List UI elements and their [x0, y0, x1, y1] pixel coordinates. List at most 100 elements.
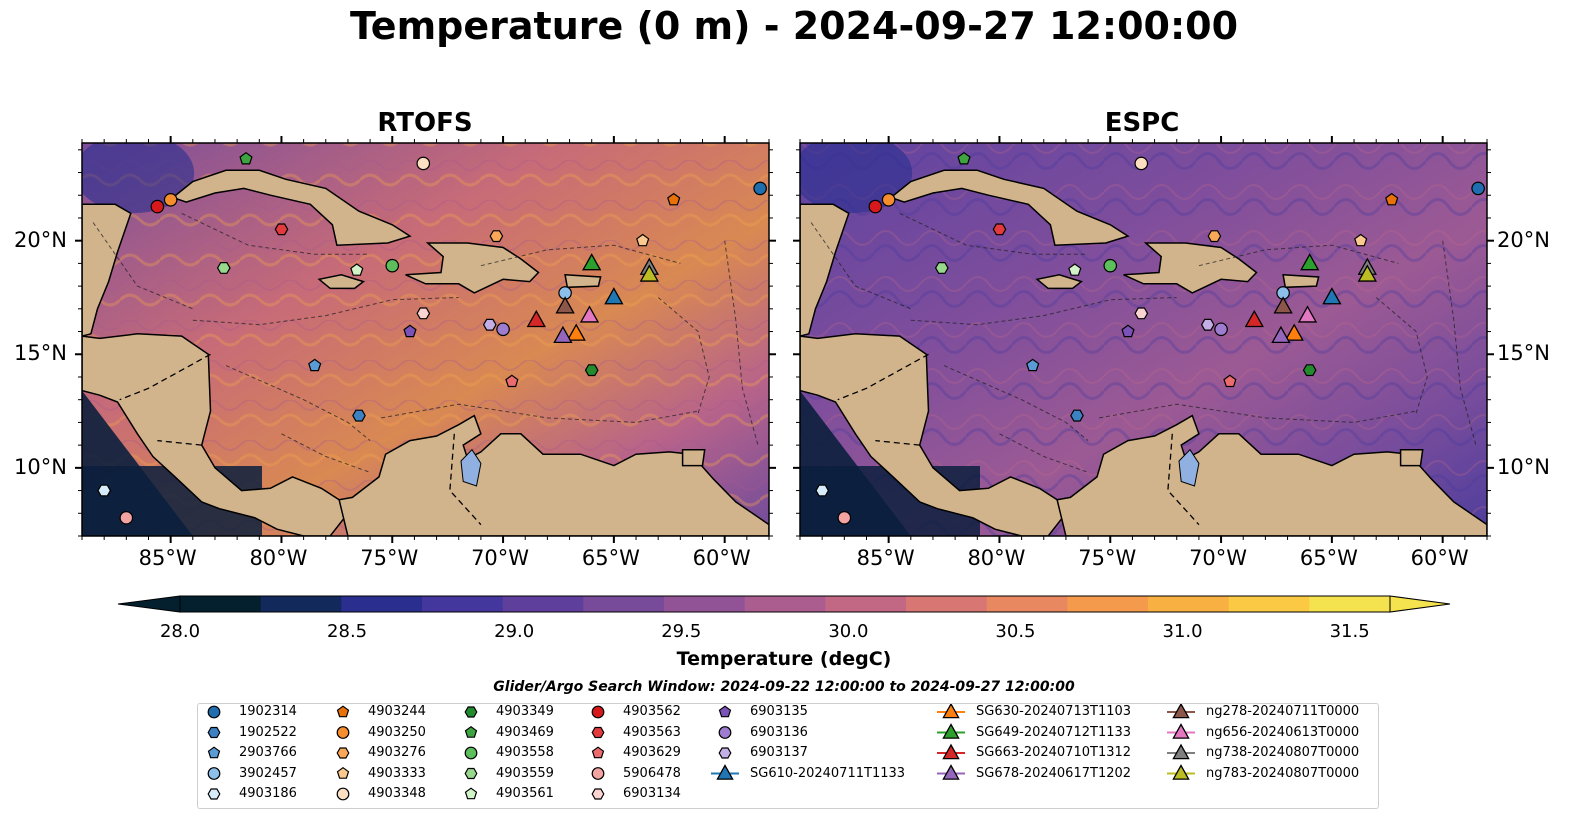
legend-marker-6903134	[591, 788, 605, 800]
panel-title-rtofs: RTOFS	[377, 108, 473, 138]
lat-tick-label-left: 10°N	[14, 454, 67, 479]
glider-marker-ng656-20240613T0000[interactable]	[579, 305, 600, 323]
glider-marker-ng656-20240613T0000[interactable]	[1297, 305, 1318, 323]
glider-marker-SG663-20240710T1312[interactable]	[526, 309, 546, 328]
argo-marker-6903136[interactable]	[1214, 322, 1228, 337]
lat-tick-label-left: 15°N	[14, 341, 67, 366]
glider-marker-SG678-20240617T1202[interactable]	[553, 325, 573, 344]
colorbar-swatch	[1148, 596, 1230, 612]
argo-marker-4903348[interactable]	[1134, 156, 1149, 171]
argo-marker-6903137[interactable]	[1200, 318, 1215, 331]
map-espc[interactable]	[792, 133, 1494, 543]
argo-marker-4903562[interactable]	[150, 199, 165, 214]
argo-marker-4903558[interactable]	[385, 258, 400, 273]
argo-marker-6903137[interactable]	[482, 318, 497, 331]
glider-marker-SG663-20240710T1312[interactable]	[1244, 309, 1264, 328]
glider-marker-SG610-20240711T1133[interactable]	[604, 287, 624, 305]
glider-marker-SG678-20240617T1202[interactable]	[1271, 325, 1291, 344]
glider-marker-SG610-20240711T1133[interactable]	[1322, 287, 1342, 305]
legend-label: SG663-20240710T1312	[976, 745, 1132, 760]
colorbar-swatch	[180, 596, 262, 612]
colorbar-tick-label: 29.0	[494, 621, 535, 642]
lat-tick-label-left: 20°N	[14, 227, 67, 252]
legend-label: 4903244	[368, 704, 426, 719]
argo-marker-4903250[interactable]	[163, 192, 178, 207]
legend-label: 4903562	[623, 704, 681, 719]
legend-label: ng656-20240613T0000	[1206, 724, 1360, 740]
argo-marker-4903629[interactable]	[1223, 374, 1237, 388]
argo-marker-5906478[interactable]	[837, 511, 852, 525]
colorbar-swatch	[1228, 596, 1310, 612]
lon-tick-label: 75°W	[360, 546, 419, 570]
glider-marker-SG649-20240712T1133[interactable]	[1300, 253, 1320, 271]
argo-marker-4903333[interactable]	[1354, 233, 1368, 247]
lon-tick-label: 70°W	[1189, 546, 1248, 570]
legend: 1902314 1902522 2903766 3902457 4903186 49032…	[197, 703, 1379, 809]
legend-marker-4903562	[591, 705, 605, 719]
argo-marker-6903135[interactable]	[403, 324, 417, 338]
colorbar-swatch	[502, 596, 584, 612]
argo-marker-6903136[interactable]	[496, 322, 510, 337]
legend-marker-4903629	[591, 746, 605, 759]
argo-marker-4903244[interactable]	[667, 192, 681, 206]
argo-marker-1902314[interactable]	[1471, 181, 1485, 196]
glider-marker-SG630-20240713T1103[interactable]	[1284, 323, 1304, 341]
argo-marker-4903629[interactable]	[505, 374, 519, 388]
argo-marker-1902522[interactable]	[1070, 409, 1084, 422]
argo-marker-4903559[interactable]	[216, 262, 231, 274]
argo-marker-6903134[interactable]	[416, 307, 431, 320]
argo-marker-4903186[interactable]	[97, 484, 112, 497]
argo-marker-6903135[interactable]	[1121, 324, 1135, 338]
legend-marker-4903250	[336, 726, 350, 739]
argo-marker-1902522[interactable]	[352, 409, 366, 422]
argo-marker-4903186[interactable]	[815, 484, 830, 497]
argo-marker-4903562[interactable]	[868, 199, 883, 214]
argo-marker-4903469[interactable]	[957, 151, 971, 165]
argo-marker-4903276[interactable]	[1207, 230, 1222, 243]
colorbar	[117, 595, 1451, 613]
glider-marker-SG630-20240713T1103[interactable]	[566, 323, 586, 341]
panel-title-espc: ESPC	[1104, 108, 1180, 138]
legend-label: 4903333	[368, 765, 426, 781]
legend-marker-5906478	[591, 767, 605, 780]
argo-marker-4903348[interactable]	[416, 156, 431, 171]
argo-marker-4903561[interactable]	[350, 263, 364, 276]
map-rtofs[interactable]	[74, 133, 776, 543]
glider-marker-SG649-20240712T1133[interactable]	[582, 253, 602, 271]
argo-marker-4903333[interactable]	[636, 233, 650, 247]
lon-tick-label: 60°W	[692, 546, 751, 570]
argo-marker-4903559[interactable]	[934, 262, 949, 274]
legend-label: 4903559	[496, 765, 554, 781]
argo-marker-4903276[interactable]	[489, 230, 504, 243]
glider-marker-ng783-20240807T0000[interactable]	[639, 264, 659, 282]
argo-marker-5906478[interactable]	[119, 511, 134, 525]
argo-marker-4903563[interactable]	[992, 223, 1007, 236]
glider-marker-ng783-20240807T0000[interactable]	[1357, 264, 1377, 282]
glider-marker-ng278-20240711T0000[interactable]	[1273, 296, 1293, 314]
glider-marker-ng278-20240711T0000[interactable]	[555, 296, 575, 314]
argo-marker-4903563[interactable]	[274, 223, 289, 236]
colorbar-swatch	[986, 596, 1068, 612]
legend-glider-ng738-20240807T0000	[1172, 743, 1190, 760]
lon-tick-label: 85°W	[856, 546, 915, 570]
argo-marker-1902314[interactable]	[753, 181, 767, 196]
legend-label: ng278-20240711T0000	[1206, 704, 1360, 719]
argo-marker-4903558[interactable]	[1103, 258, 1118, 273]
argo-marker-4903244[interactable]	[1385, 192, 1399, 206]
colorbar-swatch	[906, 596, 988, 612]
legend-label: 4903186	[239, 786, 297, 801]
legend-marker-4903333	[336, 766, 350, 779]
argo-marker-4903561[interactable]	[1068, 263, 1082, 276]
argo-marker-4903250[interactable]	[881, 192, 896, 207]
colorbar-swatch	[744, 596, 826, 612]
argo-marker-6903134[interactable]	[1134, 307, 1149, 320]
argo-marker-2903766[interactable]	[1026, 358, 1040, 372]
legend-label: 1902314	[239, 704, 297, 719]
argo-marker-2903766[interactable]	[308, 358, 322, 372]
argo-marker-4903349[interactable]	[584, 364, 599, 377]
colorbar-tick-label: 30.5	[995, 621, 1036, 642]
argo-marker-4903349[interactable]	[1302, 364, 1317, 377]
legend-marker-4903563	[591, 726, 605, 739]
argo-marker-4903469[interactable]	[239, 151, 253, 165]
legend-marker-4903244	[336, 705, 350, 718]
